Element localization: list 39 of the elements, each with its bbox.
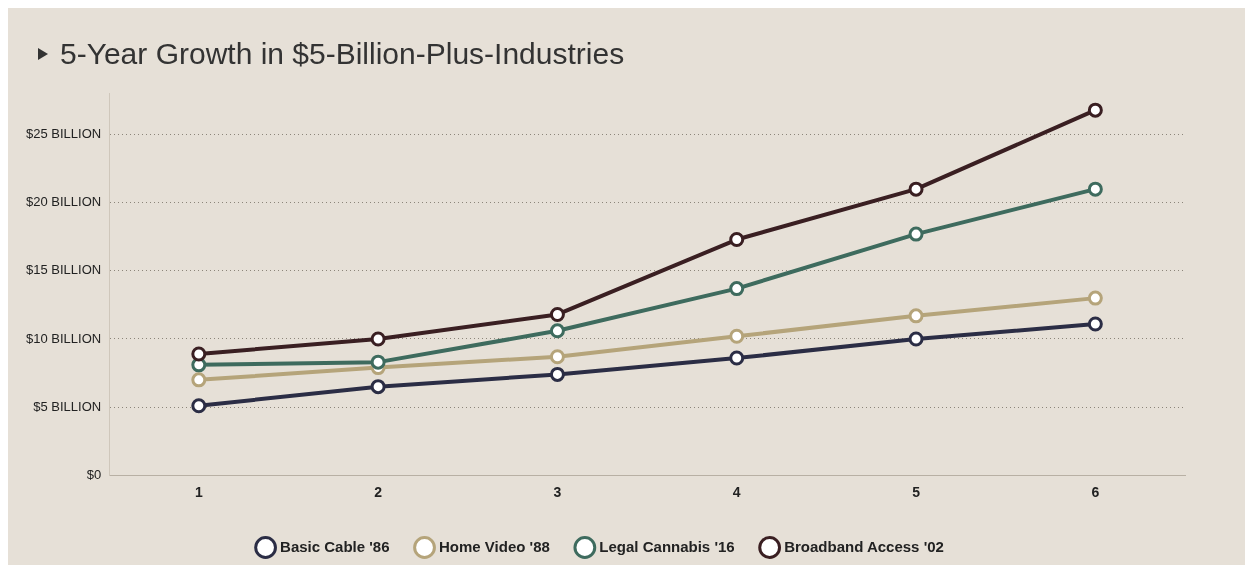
y-tick-label: $10 BILLION xyxy=(26,330,102,346)
point xyxy=(191,398,207,414)
point xyxy=(908,308,924,324)
x-tick-label: 2 xyxy=(374,484,383,501)
point xyxy=(908,181,924,197)
x-tick-label: 6 xyxy=(1091,484,1100,501)
point xyxy=(549,366,565,382)
point xyxy=(729,350,745,366)
y-tick-label: $5 BILLION xyxy=(33,398,102,414)
y-tick-label: $0 xyxy=(86,466,102,482)
point xyxy=(1087,181,1103,197)
point xyxy=(908,331,924,347)
y-tick-label: $20 BILLION xyxy=(26,194,102,210)
point xyxy=(549,323,565,339)
x-tick-label: 3 xyxy=(553,484,562,501)
chart-title: 5-Year Growth in $5-Billion-Plus-Industries xyxy=(60,37,625,71)
point xyxy=(729,328,745,344)
point xyxy=(370,354,386,370)
legend-label: Legal Cannabis '16 xyxy=(599,537,735,555)
point xyxy=(729,232,745,248)
legend-label: Broadband Access '02 xyxy=(784,537,944,555)
point xyxy=(729,281,745,297)
point xyxy=(370,331,386,347)
point xyxy=(549,306,565,322)
point xyxy=(191,372,207,388)
x-tick-label: 5 xyxy=(912,484,921,501)
y-tick-label: $15 BILLION xyxy=(26,262,102,278)
x-tick-label: 1 xyxy=(194,484,203,501)
x-tick-label: 4 xyxy=(732,484,741,501)
y-tick-label: $25 BILLION xyxy=(26,126,102,142)
point xyxy=(908,226,924,242)
legend-label: Home Video '88 xyxy=(439,537,550,555)
point xyxy=(549,349,565,365)
point xyxy=(191,346,207,362)
point xyxy=(1087,316,1103,332)
point xyxy=(370,379,386,395)
legend-label: Basic Cable '86 xyxy=(280,537,390,555)
point xyxy=(1087,102,1103,118)
point xyxy=(1087,290,1103,306)
